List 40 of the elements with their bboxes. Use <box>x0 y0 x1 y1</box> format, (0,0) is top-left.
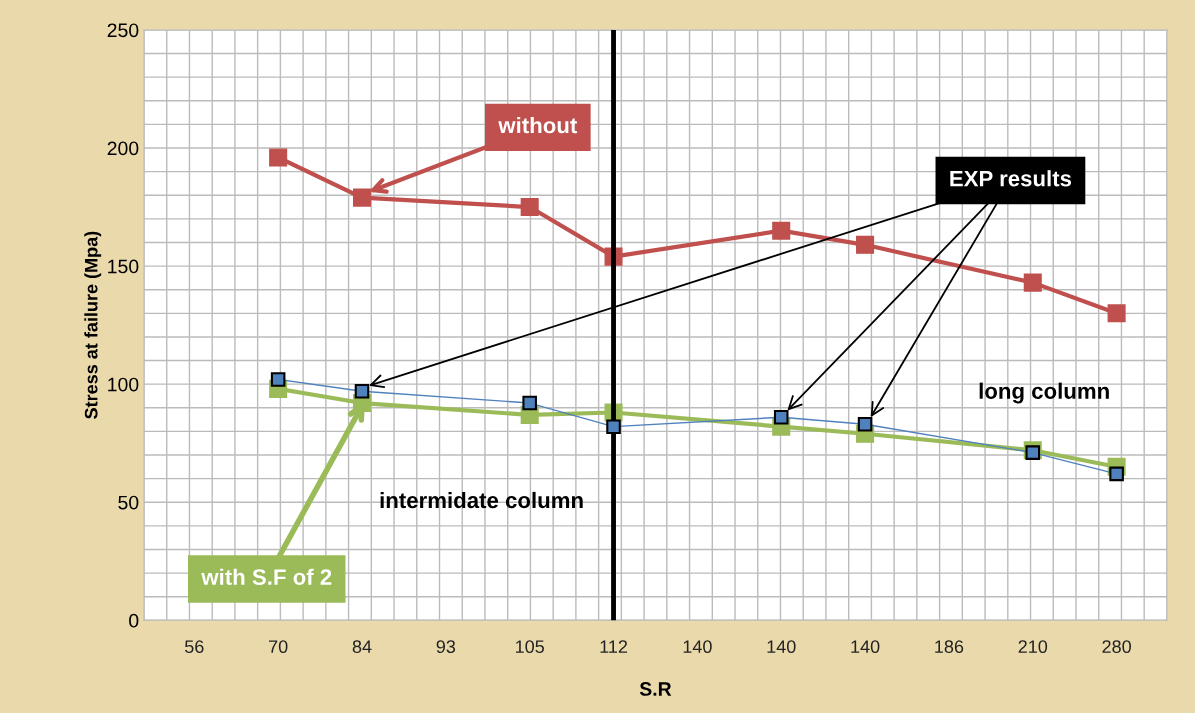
y-tick-label: 0 <box>129 613 139 628</box>
x-axis-title: S.R <box>639 682 672 696</box>
point <box>1025 445 1041 460</box>
point <box>857 417 873 432</box>
x-tick-label: 186 <box>935 640 964 654</box>
x-tick-label: 280 <box>1102 640 1131 654</box>
point <box>269 148 288 167</box>
point <box>520 198 539 217</box>
x-tick-label: 140 <box>851 640 880 654</box>
y-tick-label: 200 <box>107 141 139 156</box>
x-tick-label: 84 <box>352 640 372 654</box>
y-axis-title: Stress at failure (Mpa) <box>84 231 102 419</box>
x-tick-label: 105 <box>516 640 544 654</box>
point <box>606 419 621 434</box>
x-tick-label: 93 <box>436 640 456 654</box>
point <box>1107 304 1126 323</box>
point <box>773 409 789 425</box>
text: without <box>498 117 578 134</box>
point <box>270 372 286 387</box>
y-tick-label: 150 <box>108 259 139 274</box>
point <box>1023 273 1042 292</box>
point <box>354 383 370 399</box>
text: EXP results <box>950 170 1072 187</box>
point <box>522 395 537 411</box>
x-tick-label: 70 <box>269 640 288 654</box>
x-tick-label: 140 <box>683 640 712 654</box>
x-tick-label: 140 <box>767 640 796 654</box>
y-tick-label: 100 <box>108 377 139 392</box>
text: with S.F of 2 <box>201 568 332 585</box>
point <box>856 235 875 254</box>
x-tick-label: 56 <box>184 640 204 654</box>
point <box>1109 466 1124 482</box>
x-tick-label: 210 <box>1018 640 1048 654</box>
point <box>352 188 372 207</box>
x-tick-label: 112 <box>600 640 628 653</box>
annotation: long column <box>979 382 1109 404</box>
y-tick-label: 250 <box>107 23 139 38</box>
annotation: intermidate column <box>380 491 583 509</box>
y-tick-label: 50 <box>118 495 139 510</box>
point <box>772 221 791 240</box>
